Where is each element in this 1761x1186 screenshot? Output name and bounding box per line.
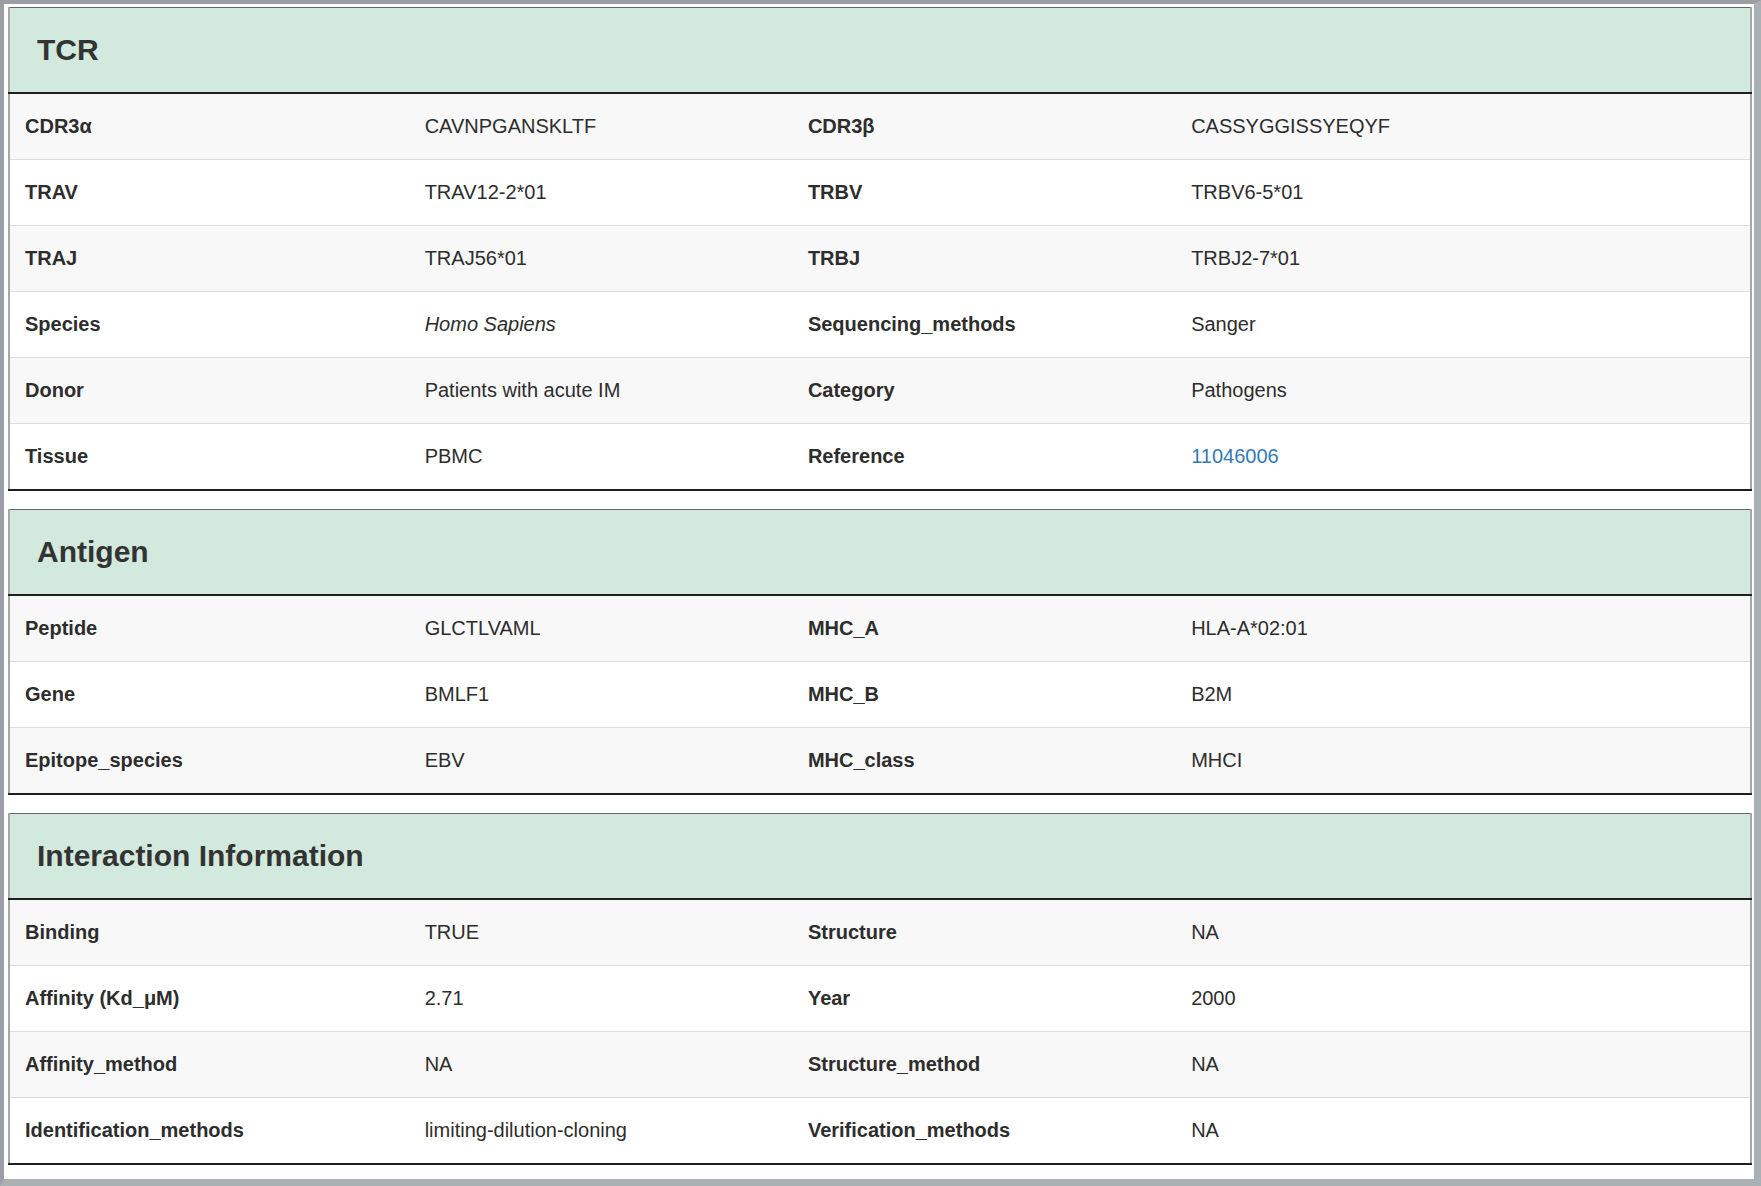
- field-label-trbv: TRBV: [793, 160, 1176, 226]
- field-value-year: 2000: [1176, 966, 1751, 1032]
- field-label-donor: Donor: [9, 358, 410, 424]
- field-label-sequencing-methods: Sequencing_methods: [793, 292, 1176, 358]
- field-value-species: Homo Sapiens: [410, 292, 793, 358]
- field-value-trbj: TRBJ2-7*01: [1176, 226, 1751, 292]
- field-value-affinity-kd: 2.71: [410, 966, 793, 1032]
- field-value-reference: 11046006: [1176, 424, 1751, 491]
- field-row-gene-mhcb: Gene BMLF1 MHC_B B2M: [9, 662, 1751, 728]
- field-value-affinity-method: NA: [410, 1032, 793, 1098]
- field-label-species: Species: [9, 292, 410, 358]
- field-value-tissue: PBMC: [410, 424, 793, 491]
- field-label-gene: Gene: [9, 662, 410, 728]
- field-value-sequencing-methods: Sanger: [1176, 292, 1751, 358]
- field-value-mhc-a: HLA-A*02:01: [1176, 595, 1751, 662]
- field-label-mhc-class: MHC_class: [793, 728, 1176, 795]
- field-value-gene: BMLF1: [410, 662, 793, 728]
- antigen-section-header-row: Antigen: [9, 510, 1751, 596]
- field-label-cdr3b: CDR3β: [793, 93, 1176, 160]
- field-value-structure: NA: [1176, 899, 1751, 966]
- field-value-trav: TRAV12-2*01: [410, 160, 793, 226]
- field-row-binding-structure: Binding TRUE Structure NA: [9, 899, 1751, 966]
- field-label-trbj: TRBJ: [793, 226, 1176, 292]
- field-value-structure-method: NA: [1176, 1032, 1751, 1098]
- field-value-peptide: GLCTLVAML: [410, 595, 793, 662]
- field-value-donor: Patients with acute IM: [410, 358, 793, 424]
- field-value-verification-methods: NA: [1176, 1098, 1751, 1165]
- field-value-category: Pathogens: [1176, 358, 1751, 424]
- field-value-epitope-species: EBV: [410, 728, 793, 795]
- record-page: TCR CDR3α CAVNPGANSKLTF CDR3β CASSYGGISS…: [0, 0, 1761, 1186]
- field-label-identification-methods: Identification_methods: [9, 1098, 410, 1165]
- interaction-section-header-row: Interaction Information: [9, 814, 1751, 900]
- field-row-v-genes: TRAV TRAV12-2*01 TRBV TRBV6-5*01: [9, 160, 1751, 226]
- field-row-epitope-mhcclass: Epitope_species EBV MHC_class MHCI: [9, 728, 1751, 795]
- tcr-section-header-row: TCR: [9, 8, 1751, 94]
- field-label-cdr3a: CDR3α: [9, 93, 410, 160]
- field-row-j-genes: TRAJ TRAJ56*01 TRBJ TRBJ2-7*01: [9, 226, 1751, 292]
- field-label-category: Category: [793, 358, 1176, 424]
- field-value-mhc-class: MHCI: [1176, 728, 1751, 795]
- field-label-mhc-b: MHC_B: [793, 662, 1176, 728]
- field-label-peptide: Peptide: [9, 595, 410, 662]
- field-label-binding: Binding: [9, 899, 410, 966]
- field-row-species-seq: Species Homo Sapiens Sequencing_methods …: [9, 292, 1751, 358]
- field-label-epitope-species: Epitope_species: [9, 728, 410, 795]
- field-label-traj: TRAJ: [9, 226, 410, 292]
- field-label-verification-methods: Verification_methods: [793, 1098, 1176, 1165]
- field-label-structure: Structure: [793, 899, 1176, 966]
- field-label-affinity-method: Affinity_method: [9, 1032, 410, 1098]
- field-value-trbv: TRBV6-5*01: [1176, 160, 1751, 226]
- field-label-year: Year: [793, 966, 1176, 1032]
- field-row-cdr3: CDR3α CAVNPGANSKLTF CDR3β CASSYGGISSYEQY…: [9, 93, 1751, 160]
- field-row-affinity-year: Affinity (Kd_μM) 2.71 Year 2000: [9, 966, 1751, 1032]
- field-value-identification-methods: limiting-dilution-cloning: [410, 1098, 793, 1165]
- antigen-section-title: Antigen: [9, 510, 1751, 596]
- tcr-section-table: TCR CDR3α CAVNPGANSKLTF CDR3β CASSYGGISS…: [8, 7, 1752, 491]
- field-row-identification-verification: Identification_methods limiting-dilution…: [9, 1098, 1751, 1165]
- interaction-section-table: Interaction Information Binding TRUE Str…: [8, 813, 1752, 1165]
- interaction-section-title: Interaction Information: [9, 814, 1751, 900]
- field-value-binding: TRUE: [410, 899, 793, 966]
- field-label-trav: TRAV: [9, 160, 410, 226]
- field-label-structure-method: Structure_method: [793, 1032, 1176, 1098]
- tcr-section-title: TCR: [9, 8, 1751, 94]
- field-value-mhc-b: B2M: [1176, 662, 1751, 728]
- antigen-section-table: Antigen Peptide GLCTLVAML MHC_A HLA-A*02…: [8, 509, 1752, 795]
- field-row-peptide-mhca: Peptide GLCTLVAML MHC_A HLA-A*02:01: [9, 595, 1751, 662]
- field-label-mhc-a: MHC_A: [793, 595, 1176, 662]
- field-label-tissue: Tissue: [9, 424, 410, 491]
- field-value-traj: TRAJ56*01: [410, 226, 793, 292]
- field-value-cdr3b: CASSYGGISSYEQYF: [1176, 93, 1751, 160]
- field-value-cdr3a: CAVNPGANSKLTF: [410, 93, 793, 160]
- field-label-reference: Reference: [793, 424, 1176, 491]
- reference-link[interactable]: 11046006: [1191, 445, 1279, 467]
- field-row-affinity-method: Affinity_method NA Structure_method NA: [9, 1032, 1751, 1098]
- field-row-donor-category: Donor Patients with acute IM Category Pa…: [9, 358, 1751, 424]
- field-row-tissue-reference: Tissue PBMC Reference 11046006: [9, 424, 1751, 491]
- field-label-affinity-kd: Affinity (Kd_μM): [9, 966, 410, 1032]
